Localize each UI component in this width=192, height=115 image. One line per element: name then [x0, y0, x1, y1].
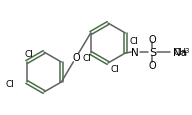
Text: O: O: [148, 60, 156, 70]
Text: Cl: Cl: [24, 50, 33, 59]
Text: O: O: [72, 53, 80, 63]
Text: Cl: Cl: [111, 64, 119, 73]
Text: Na: Na: [173, 48, 187, 58]
Text: S: S: [149, 48, 156, 58]
Text: O: O: [148, 35, 156, 45]
Text: N: N: [132, 48, 139, 58]
Text: Cl: Cl: [130, 36, 139, 45]
Text: CH: CH: [173, 48, 186, 57]
Text: Cl: Cl: [6, 80, 15, 89]
Text: Cl: Cl: [82, 54, 91, 63]
Text: 3: 3: [184, 48, 189, 54]
